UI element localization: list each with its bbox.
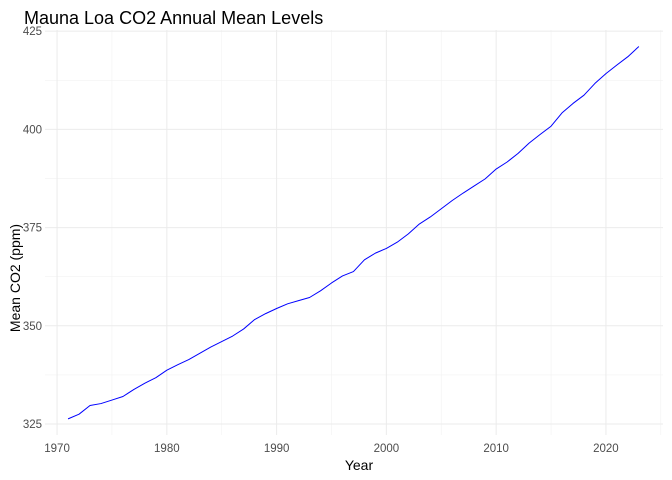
- x-tick-label: 1990: [264, 443, 290, 455]
- x-tick-label: 2000: [374, 443, 400, 455]
- y-tick-labels: 325 350 375 400 425: [23, 26, 42, 431]
- series-line: [67, 46, 640, 420]
- y-tick-label: 425: [23, 26, 42, 38]
- y-tick-label: 400: [23, 124, 42, 136]
- minor-gridlines: [45, 30, 663, 435]
- major-gridlines: [45, 30, 663, 435]
- x-axis-title: Year: [345, 457, 374, 473]
- x-tick-label: 1980: [154, 443, 180, 455]
- y-tick-label: 350: [23, 321, 42, 333]
- series-layer: [67, 46, 640, 420]
- y-tick-label: 325: [23, 419, 42, 431]
- x-tick-label: 2010: [483, 443, 509, 455]
- x-tick-label: 1970: [44, 443, 70, 455]
- y-axis-title: Mean CO2 (ppm): [7, 224, 23, 332]
- chart-title: Mauna Loa CO2 Annual Mean Levels: [24, 8, 323, 28]
- y-tick-label: 375: [23, 223, 42, 235]
- x-tick-labels: 1970 1980 1990 2000 2010 2020: [44, 443, 618, 455]
- x-tick-label: 2020: [593, 443, 619, 455]
